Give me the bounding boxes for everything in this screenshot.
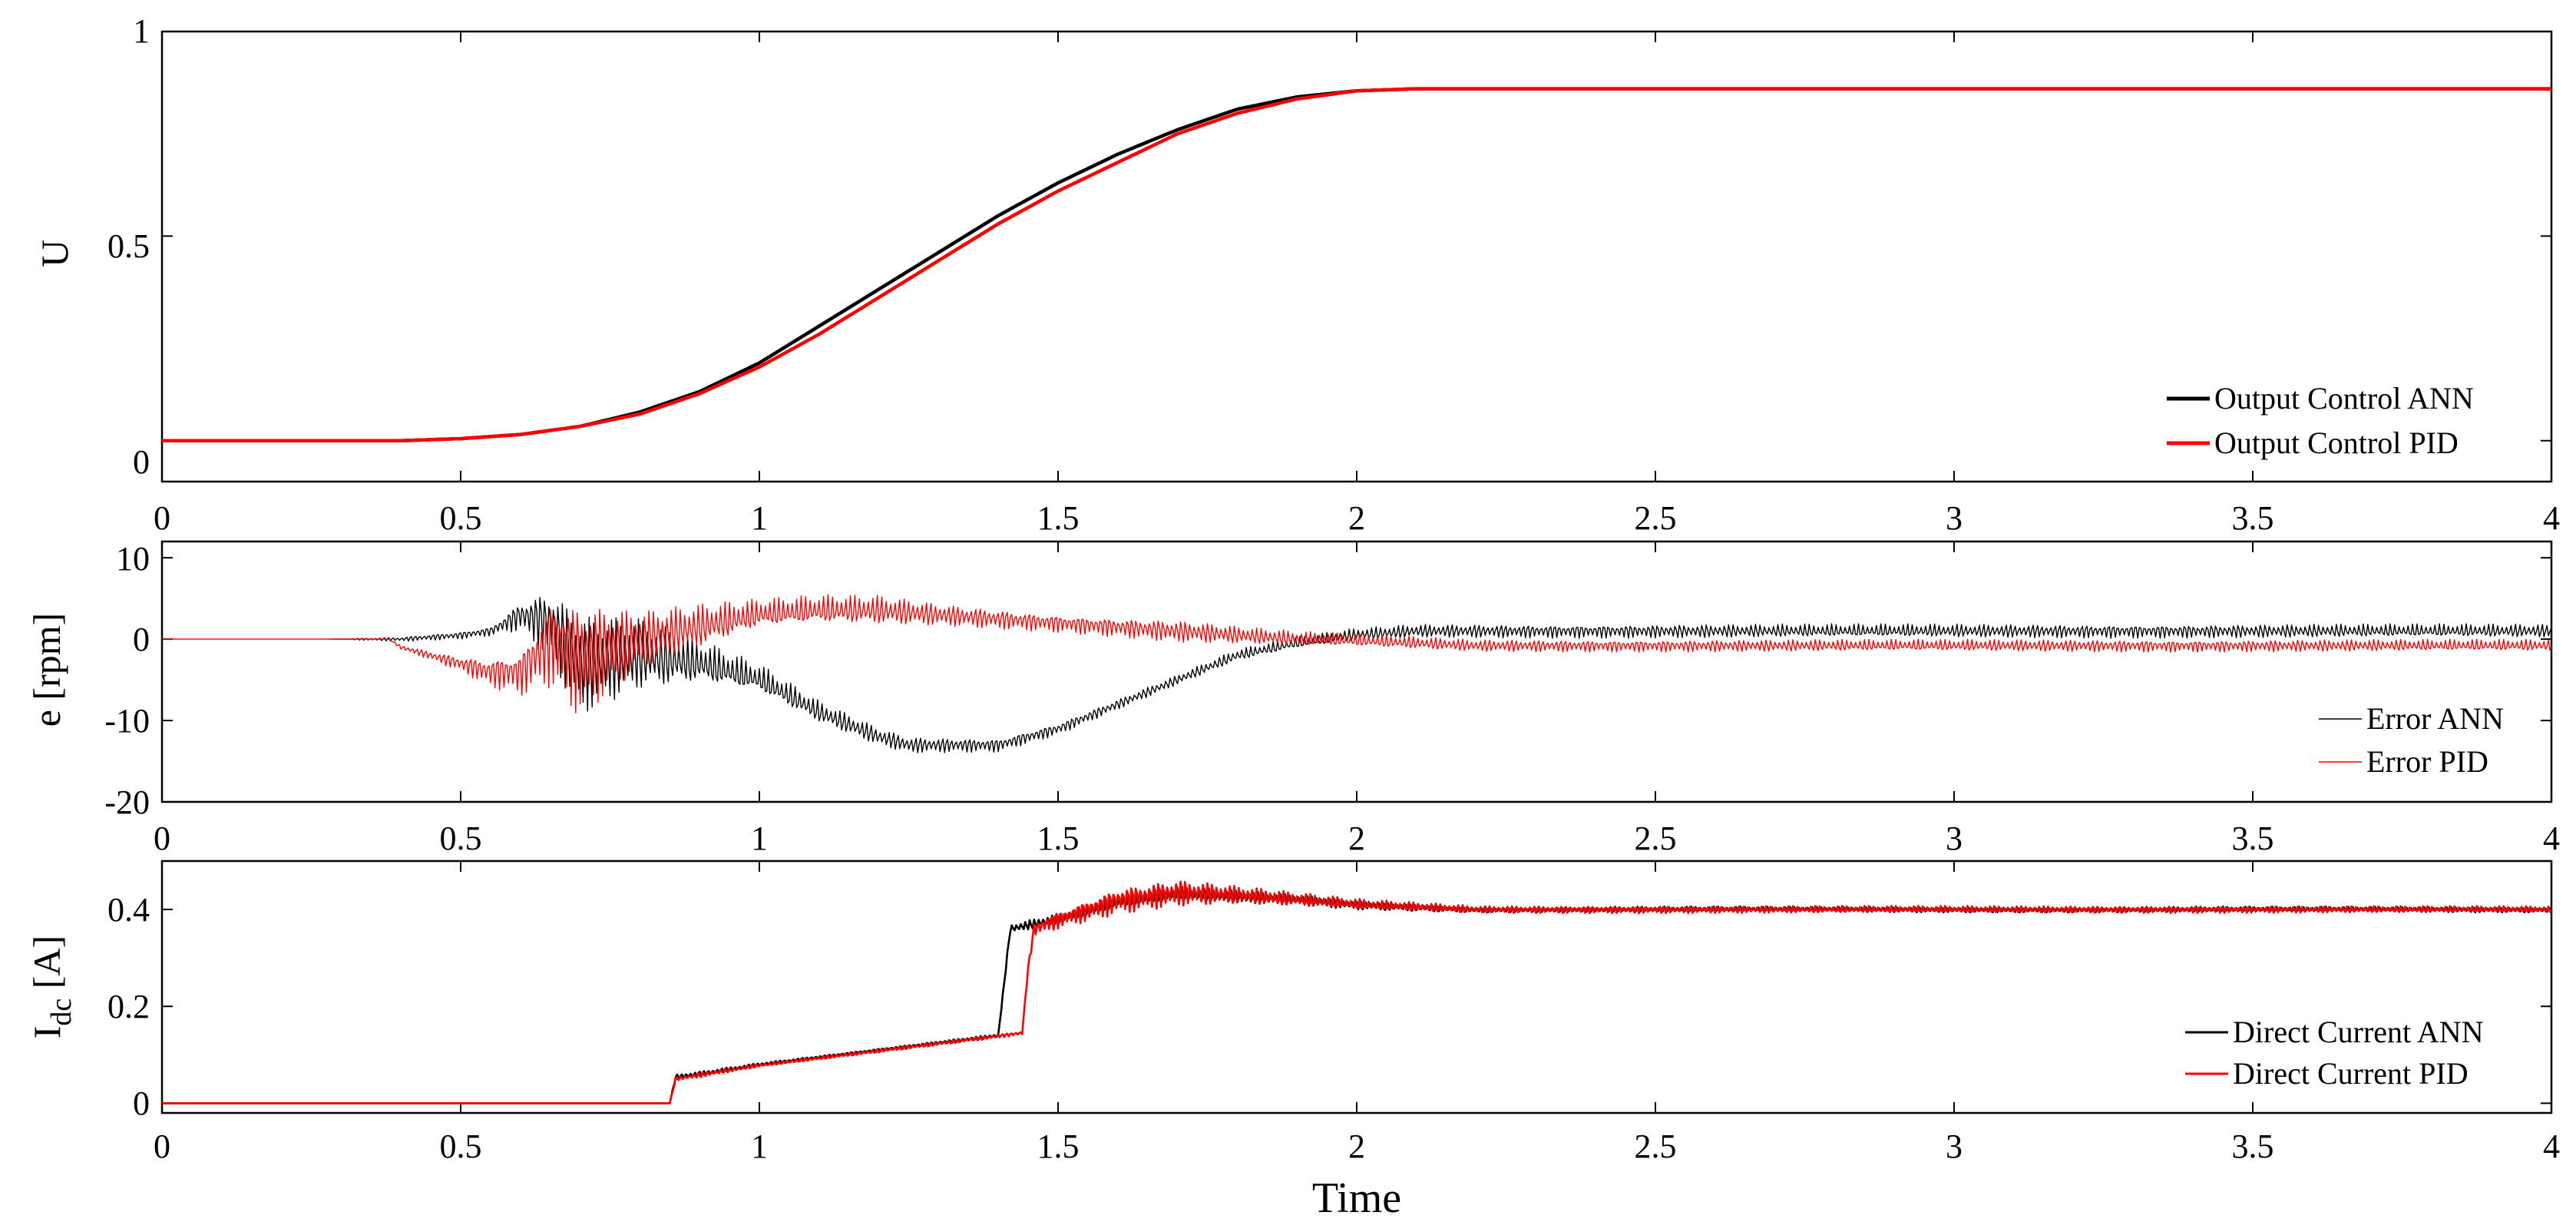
series-line-pid bbox=[162, 880, 2552, 1104]
x-tick-label: 4 bbox=[2543, 1128, 2560, 1165]
panel-u: U 1 0.5 0 0 0.5 1 1.5 2 2.5 3 3.5 4 Outp… bbox=[33, 12, 2560, 537]
y-axis-label-main: I bbox=[25, 1026, 68, 1039]
y-axis-label: U bbox=[33, 240, 76, 267]
y-tick-label: 10 bbox=[116, 540, 150, 578]
x-tick-label: 4 bbox=[2543, 499, 2560, 537]
x-tick-label: 3 bbox=[1946, 820, 1963, 857]
x-tick-label: 1 bbox=[751, 820, 768, 857]
y-tick-label: 0 bbox=[133, 621, 150, 658]
tick-marks bbox=[161, 31, 2552, 482]
x-ticks: 0 0.5 1 1.5 2 2.5 3 3.5 4 bbox=[154, 499, 2560, 537]
y-tick-label: 0 bbox=[133, 443, 150, 481]
x-tick-label: 3.5 bbox=[2232, 499, 2274, 537]
x-tick-label: 0.5 bbox=[440, 820, 482, 857]
x-tick-label: 2 bbox=[1348, 1128, 1365, 1165]
x-ticks: 0 0.5 1 1.5 2 2.5 3 3.5 4 bbox=[154, 1128, 2560, 1165]
tick-marks bbox=[161, 541, 2552, 803]
series-line-pid bbox=[162, 594, 2552, 714]
y-tick-label: -20 bbox=[104, 783, 150, 821]
y-ticks: 10 0 -10 -20 bbox=[104, 540, 150, 821]
x-tick-label: 2 bbox=[1348, 499, 1365, 537]
x-tick-label: 4 bbox=[2543, 820, 2560, 857]
legend-label-ann: Error ANN bbox=[2366, 701, 2504, 736]
y-axis-label-subscript: dc bbox=[45, 999, 78, 1026]
y-axis-label: Idc [A] bbox=[25, 936, 78, 1038]
y-tick-label: -10 bbox=[104, 702, 150, 740]
x-tick-label: 3 bbox=[1946, 1128, 1963, 1165]
legend: Output Control ANN Output Control PID bbox=[2167, 381, 2474, 460]
x-tick-label: 3.5 bbox=[2232, 1128, 2274, 1165]
y-axis-label: e [rpm] bbox=[25, 613, 68, 727]
x-tick-label: 0 bbox=[154, 820, 170, 857]
legend: Error ANN Error PID bbox=[2319, 701, 2504, 779]
y-tick-label: 1 bbox=[133, 12, 150, 50]
x-tick-label: 1.5 bbox=[1037, 1128, 1080, 1165]
plot-area bbox=[160, 30, 2553, 483]
x-tick-label: 1 bbox=[751, 499, 768, 537]
x-tick-label: 0 bbox=[154, 499, 170, 537]
x-tick-label: 1.5 bbox=[1037, 499, 1080, 537]
series-line-ann bbox=[329, 597, 2552, 753]
x-tick-label: 2.5 bbox=[1635, 1128, 1677, 1165]
x-tick-label: 2.5 bbox=[1635, 820, 1677, 857]
panel-error: e [rpm] 10 0 -10 -20 0 0.5 1 1.5 2 2.5 3… bbox=[25, 540, 2560, 857]
x-tick-label: 1.5 bbox=[1037, 820, 1080, 857]
legend: Direct Current ANN Direct Current PID bbox=[2185, 1015, 2484, 1091]
y-tick-label: 0.4 bbox=[107, 891, 150, 929]
x-tick-label: 2 bbox=[1348, 820, 1365, 857]
y-tick-label: 0.5 bbox=[107, 227, 150, 265]
legend-label-ann: Direct Current ANN bbox=[2233, 1015, 2484, 1049]
legend-label-pid: Direct Current PID bbox=[2233, 1056, 2469, 1091]
x-tick-label: 3.5 bbox=[2232, 820, 2274, 857]
y-ticks: 1 0.5 0 bbox=[107, 12, 150, 481]
x-tick-label: 2.5 bbox=[1635, 499, 1677, 537]
series-line-pid bbox=[162, 87, 2551, 442]
y-axis-label-unit: [A] bbox=[25, 936, 68, 999]
x-axis-label: Time bbox=[1312, 1174, 1401, 1222]
legend-label-ann: Output Control ANN bbox=[2214, 381, 2474, 416]
x-tick-label: 0.5 bbox=[440, 499, 482, 537]
x-ticks: 0 0.5 1 1.5 2 2.5 3 3.5 4 bbox=[154, 820, 2560, 857]
y-tick-label: 0 bbox=[133, 1085, 150, 1122]
panel-current: Idc [A] 0 0.2 0.4 0 0.5 1 1.5 2 2.5 3 3.… bbox=[25, 859, 2560, 1222]
legend-label-pid: Output Control PID bbox=[2214, 426, 2459, 460]
x-tick-label: 1 bbox=[751, 1128, 768, 1165]
plot-area bbox=[160, 859, 2553, 1114]
x-tick-label: 0.5 bbox=[440, 1128, 482, 1165]
y-ticks: 0 0.2 0.4 bbox=[107, 891, 150, 1122]
y-tick-label: 0.2 bbox=[107, 988, 150, 1025]
x-tick-label: 0 bbox=[154, 1128, 170, 1165]
x-tick-label: 3 bbox=[1946, 499, 1963, 537]
legend-label-pid: Error PID bbox=[2366, 744, 2488, 779]
